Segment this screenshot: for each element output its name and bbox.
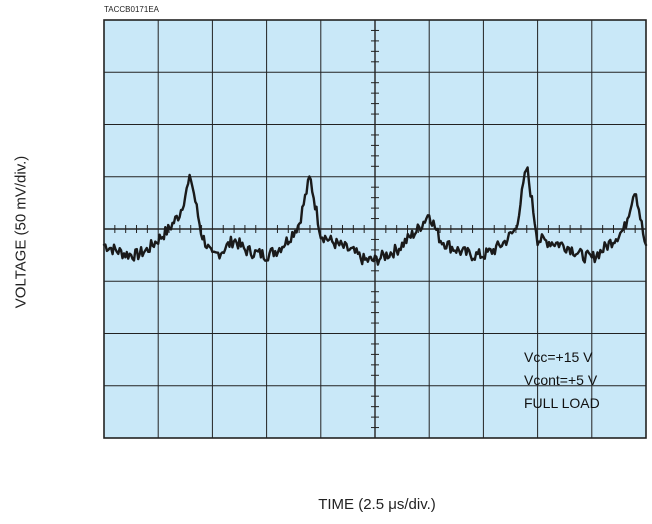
figure-id: TACCB0171EA xyxy=(104,5,159,14)
plot-frame xyxy=(103,19,647,439)
annotation-vcont: Vcont=+5 V xyxy=(524,372,598,388)
grid-lines xyxy=(104,20,646,438)
x-axis-label: TIME (2.5 μs/div.) xyxy=(318,496,436,513)
y-axis-label: VOLTAGE (50 mV/div.) xyxy=(12,155,30,309)
annotation-load: FULL LOAD xyxy=(524,395,600,411)
voltage-trace xyxy=(102,166,648,266)
center-axis-ticks xyxy=(114,29,636,429)
annotation-vcc: Vcc=+15 V xyxy=(524,349,593,365)
